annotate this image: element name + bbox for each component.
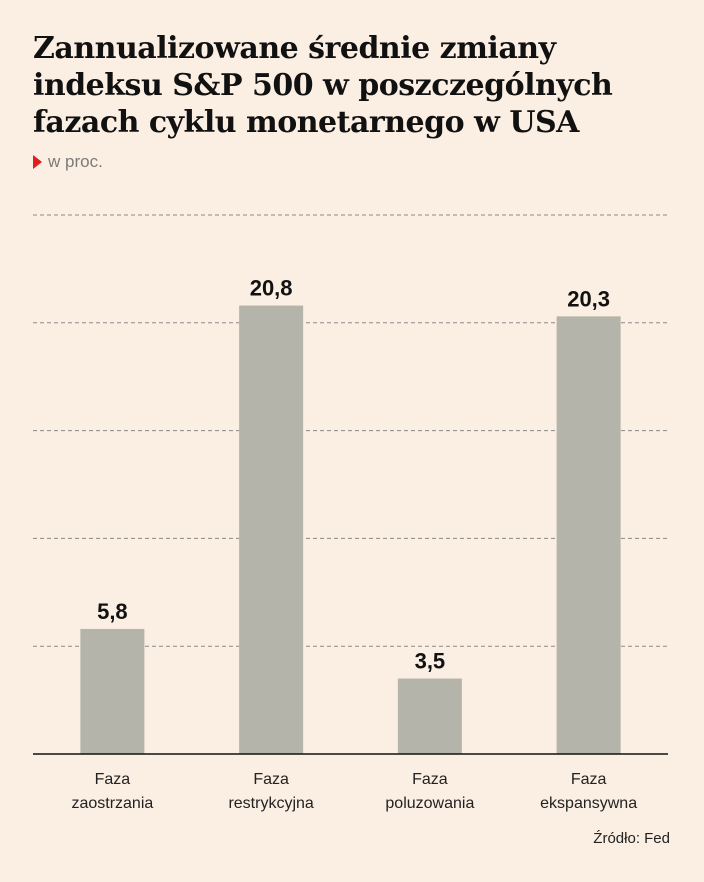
category-label-1: Faza zaostrzania	[71, 771, 153, 812]
bar-4	[556, 316, 621, 754]
bar-2	[239, 305, 304, 754]
category-label-2: Faza restrykcyjna	[228, 771, 313, 812]
bar-1	[80, 628, 145, 754]
data-label-4: 20,3	[567, 286, 610, 311]
category-label-3: Faza poluzowania	[385, 771, 474, 812]
category-label-4: Faza ekspansywna	[540, 771, 637, 812]
bar-3	[397, 678, 462, 754]
chart-title: Zannualizowane średnie zmiany indeksu S&…	[33, 31, 613, 140]
data-label-3: 3,5	[415, 649, 446, 674]
chart-subtitle: w proc.	[33, 152, 103, 172]
unit-label: w proc.	[48, 152, 103, 171]
red-triangle-icon	[33, 155, 42, 169]
data-label-1: 5,8	[97, 599, 128, 624]
data-label-2: 20,8	[250, 276, 293, 301]
source-note: Źródło: Fed	[593, 830, 670, 847]
